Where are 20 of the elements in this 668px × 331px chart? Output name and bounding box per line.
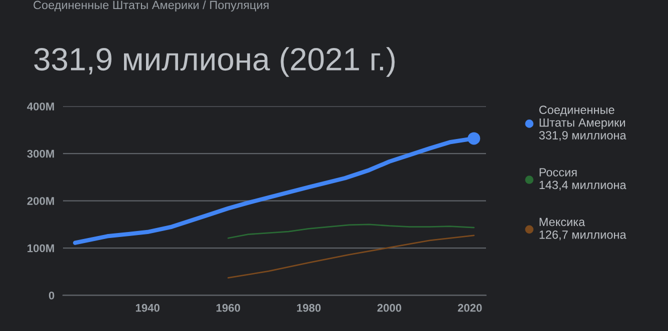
y-tick-label: 0 [48,292,54,300]
line-series [227,234,475,279]
text: 331,9 миллиона [539,131,626,141]
text: 143,4 миллиона [540,180,626,191]
legend-label: Россия [540,168,577,176]
x-tick-label: 2020 [458,304,482,312]
text: 126,7 миллиона [540,230,626,240]
legend-label: Мексика [540,218,586,226]
y-tick-label: 200M [27,197,54,205]
x-tick-label: 1940 [136,304,160,312]
x-tick-label: 1980 [297,304,321,312]
y-tick-label: 400M [27,102,54,110]
y-tick-label: 300M [27,150,54,158]
x-tick-label: 1960 [216,304,240,312]
line-series [227,224,475,239]
chart-title: 331,9 миллиона (2021 г.) [34,47,395,77]
x-tick-label: 2000 [377,304,402,312]
text: Соединенные Штаты Америки / Популяция [34,0,269,12]
y-tick-label: 100M [28,244,54,252]
legend-label: Соединенные Штаты Америки [539,106,625,130]
